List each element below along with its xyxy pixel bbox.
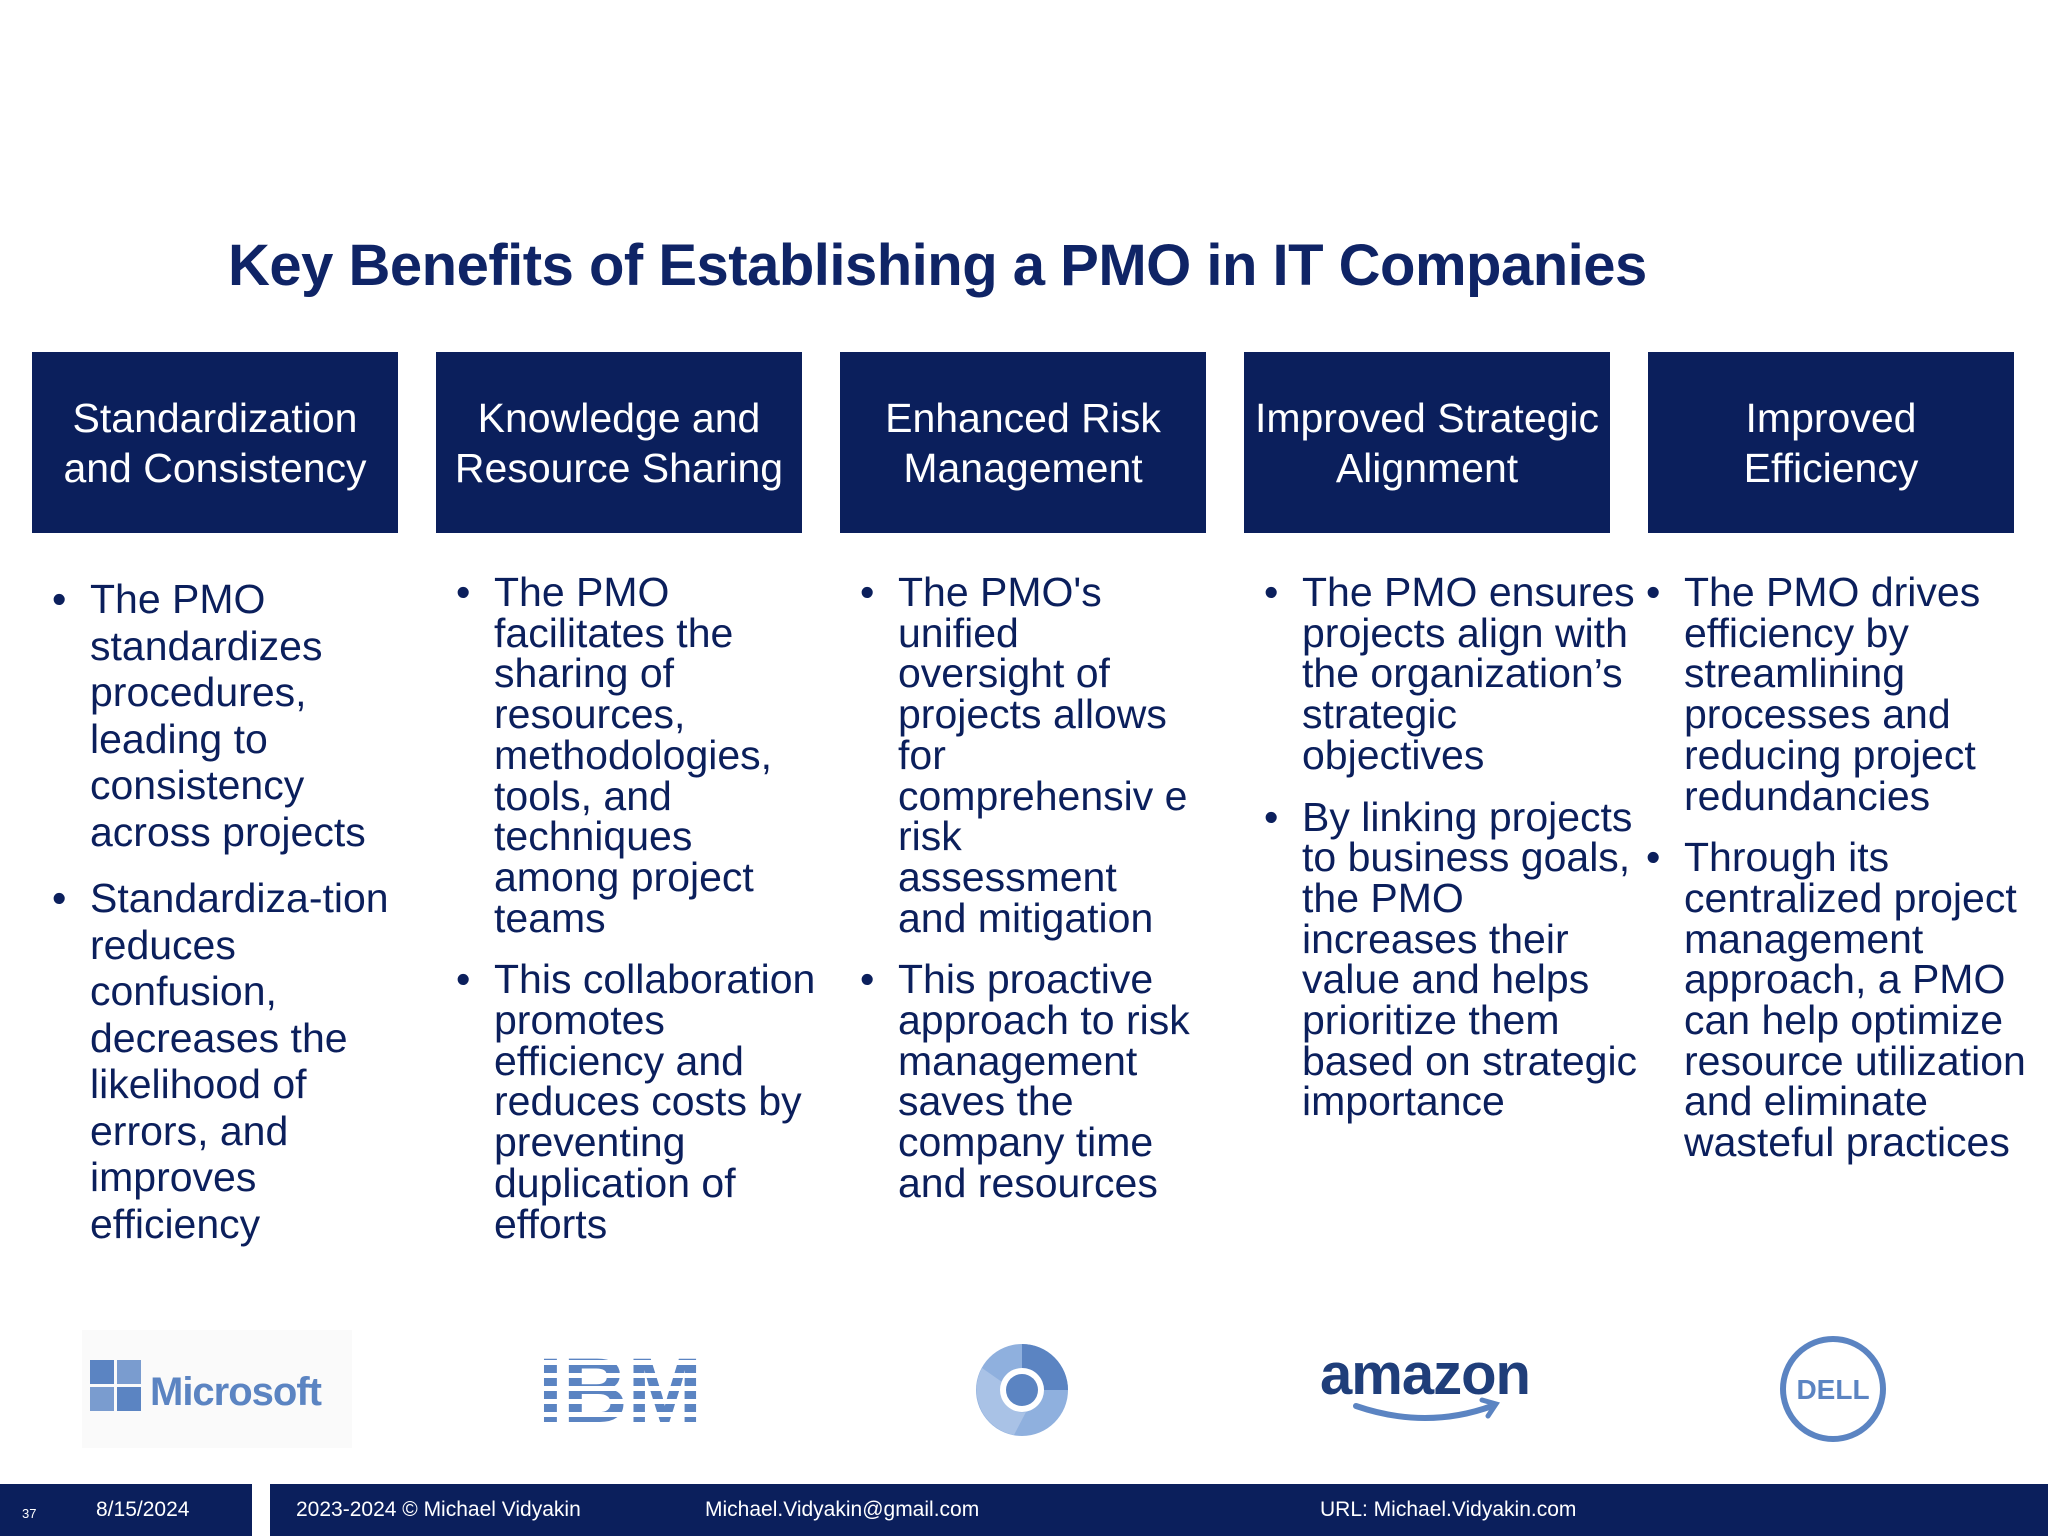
dell-logo: DELL <box>1778 1334 1888 1444</box>
slide-number: 37 <box>22 1506 37 1521</box>
bullet-item: The PMO facilitates the sharing of resou… <box>436 571 826 938</box>
slide-footer: 37 8/15/2024 2023-2024 © Michael Vidyaki… <box>0 1484 2048 1536</box>
footer-date: 8/15/2024 <box>96 1498 190 1521</box>
column-heading: Improved Efficiency <box>1648 352 2014 533</box>
bullet-list: The PMO facilitates the sharing of resou… <box>436 571 826 1265</box>
bullet-item: The PMO ensures projects align with the … <box>1244 572 1644 776</box>
column-heading: Enhanced Risk Management <box>840 352 1206 533</box>
bullet-item: This proactive approach to risk manageme… <box>840 959 1190 1204</box>
chrome-logo-icon <box>974 1342 1070 1438</box>
footer-right-bar <box>270 1484 2048 1536</box>
slide-title: Key Benefits of Establishing a PMO in IT… <box>228 233 1647 298</box>
footer-left-bar <box>0 1484 252 1536</box>
column-heading: Improved Strategic Alignment <box>1244 352 1610 533</box>
ibm-wordmark: IBM <box>538 1352 702 1424</box>
benefit-column-efficiency: Improved Efficiency The PMO drives effic… <box>1646 352 2026 1163</box>
amazon-wordmark: amazon <box>1320 1344 1530 1407</box>
footer-copyright: 2023-2024 © Michael Vidyakin <box>296 1498 581 1521</box>
ibm-logo: IBM <box>536 1352 704 1424</box>
bullet-item: The PMO standardizes procedures, leading… <box>32 576 400 855</box>
amazon-logo: amazon <box>1316 1342 1546 1434</box>
benefit-column-knowledge: Knowledge and Resource Sharing The PMO f… <box>436 352 815 1244</box>
bullet-item: By linking projects to business goals, t… <box>1244 796 1644 1123</box>
bullet-list: The PMO's unified oversight of projects … <box>840 571 1190 1225</box>
bullet-list: The PMO drives efficiency by streamlinin… <box>1626 571 2046 1184</box>
bullet-item: The PMO's unified oversight of projects … <box>840 571 1190 938</box>
footer-email: Michael.Vidyakin@gmail.com <box>705 1498 980 1521</box>
bullet-item: Through its centralized project manageme… <box>1626 837 2046 1163</box>
column-heading: Knowledge and Resource Sharing <box>436 352 802 533</box>
column-heading: Standardization and Consistency <box>32 352 398 533</box>
dell-wordmark: DELL <box>1796 1374 1869 1405</box>
benefit-column-standardization: Standardization and Consistency The PMO … <box>32 352 400 1247</box>
footer-url: URL: Michael.Vidyakin.com <box>1320 1498 1577 1521</box>
benefit-column-risk: Enhanced Risk Management The PMO's unifi… <box>840 352 1208 1203</box>
bullet-item: This collaboration promotes efficiency a… <box>436 959 826 1244</box>
bullet-list: The PMO ensures projects align with the … <box>1244 572 1644 1143</box>
bullet-item: The PMO drives efficiency by streamlinin… <box>1626 571 2046 816</box>
microsoft-logo: Microsoft <box>82 1330 352 1448</box>
bullet-item: Standardiza-tion reduces confusion, decr… <box>32 875 400 1247</box>
benefit-column-strategic: Improved Strategic Alignment The PMO ens… <box>1244 352 1637 1122</box>
microsoft-wordmark: Microsoft <box>150 1370 322 1414</box>
bullet-list: The PMO standardizes procedures, leading… <box>32 576 400 1267</box>
